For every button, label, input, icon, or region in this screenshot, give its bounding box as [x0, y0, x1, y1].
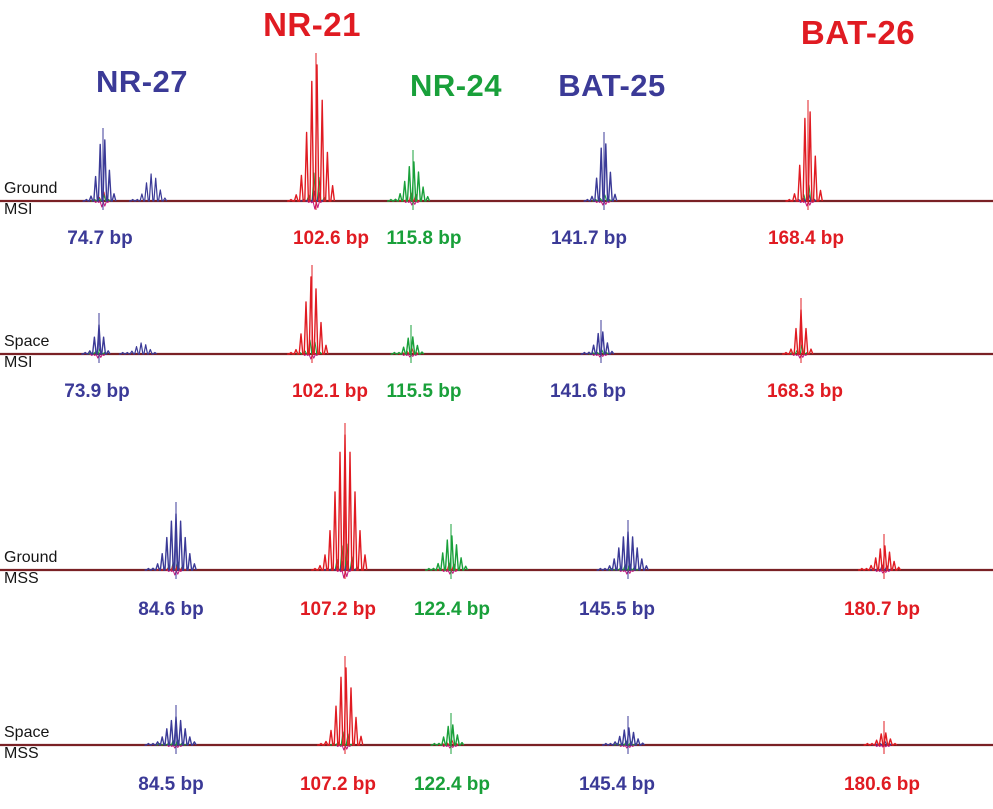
- peak-ground-msi-bat-25: [583, 132, 618, 210]
- bp-label-ground-msi-nr-27: 74.7 bp: [67, 228, 133, 249]
- peak-ground-msi-nr-21: [287, 53, 336, 210]
- marker-title-nr-24: NR-24: [409, 68, 503, 103]
- peak-space-msi-bat-25: [580, 320, 615, 363]
- peak-ground-mss-nr-27: [144, 502, 197, 579]
- peak-space-msi-nr-27: [81, 313, 111, 363]
- panel-label-ground-mss-line1: Ground: [4, 549, 58, 566]
- bp-label-ground-msi-nr-24: 115.8 bp: [386, 228, 462, 249]
- bp-label-ground-msi-nr-21: 102.6 bp: [292, 228, 370, 249]
- panel-label-space-msi-line2: MSI: [4, 354, 33, 371]
- panel-label-ground-msi-line2: MSI: [4, 201, 33, 218]
- trace-panel-space-mss: [0, 656, 993, 754]
- bp-label-ground-mss-bat-25: 145.5 bp: [578, 599, 656, 620]
- peak-ground-mss-nr-21: [311, 423, 368, 579]
- peak-ground-mss-bat-26: [858, 534, 902, 579]
- bp-label-space-mss-bat-26: 180.6 bp: [843, 774, 921, 795]
- trace-panel-ground-msi: [0, 53, 993, 210]
- bp-label-ground-msi-bat-25: 141.7 bp: [550, 228, 628, 249]
- trace-panel-space-msi: [0, 265, 993, 363]
- marker-title-bat-25: BAT-25: [558, 68, 666, 103]
- bp-label-space-msi-nr-27: 73.9 bp: [64, 381, 130, 402]
- panel-label-space-msi-line1: Space: [4, 333, 50, 350]
- peak-space-mss-nr-24: [430, 713, 465, 754]
- peak-space-msi-bat-26: [782, 298, 814, 363]
- peak-ground-msi-nr-24: [387, 150, 431, 210]
- marker-title-bat-26: BAT-26: [800, 14, 916, 51]
- peak-space-msi-nr-21: [287, 265, 329, 363]
- bp-label-ground-mss-bat-26: 180.7 bp: [843, 599, 921, 620]
- peak-space-mss-bat-26: [863, 721, 898, 754]
- bp-label-space-msi-nr-24: 115.5 bp: [386, 381, 462, 402]
- bp-label-ground-mss-nr-24: 122.4 bp: [413, 599, 491, 620]
- bp-label-space-msi-bat-26: 168.3 bp: [766, 381, 844, 402]
- peak-ground-msi-nr-27: [82, 128, 117, 210]
- bp-label-space-mss-nr-24: 122.4 bp: [413, 774, 491, 795]
- trace-panel-ground-mss: [0, 423, 993, 579]
- peak-ground-mss-nr-24: [425, 524, 469, 579]
- bp-label-ground-msi-bat-26: 168.4 bp: [767, 228, 845, 249]
- bp-label-ground-mss-nr-27: 84.6 bp: [138, 599, 204, 620]
- panel-label-space-mss-line2: MSS: [4, 745, 39, 762]
- bp-label-space-mss-bat-25: 145.4 bp: [578, 774, 656, 795]
- marker-title-nr-21: NR-21: [263, 6, 361, 43]
- bp-label-ground-mss-nr-21: 107.2 bp: [299, 599, 377, 620]
- bp-label-space-msi-bat-25: 141.6 bp: [549, 381, 627, 402]
- marker-title-nr-27: NR-27: [95, 64, 189, 99]
- panel-label-ground-mss-line2: MSS: [4, 570, 39, 587]
- panel-label-ground-msi-line1: Ground: [4, 180, 58, 197]
- panel-label-space-mss-line1: Space: [4, 724, 50, 741]
- bp-label-space-mss-nr-21: 107.2 bp: [299, 774, 377, 795]
- peak-ground-msi-bat-26: [785, 100, 823, 210]
- bp-label-space-msi-nr-21: 102.1 bp: [291, 381, 369, 402]
- peak-space-mss-bat-25: [602, 716, 646, 754]
- bp-label-space-mss-nr-27: 84.5 bp: [138, 774, 204, 795]
- peak-space-msi-nr-24: [390, 325, 425, 363]
- peak-ground-mss-bat-25: [596, 520, 649, 579]
- peak-space-mss-nr-21: [317, 656, 364, 754]
- peak-space-mss-nr-27: [144, 705, 197, 754]
